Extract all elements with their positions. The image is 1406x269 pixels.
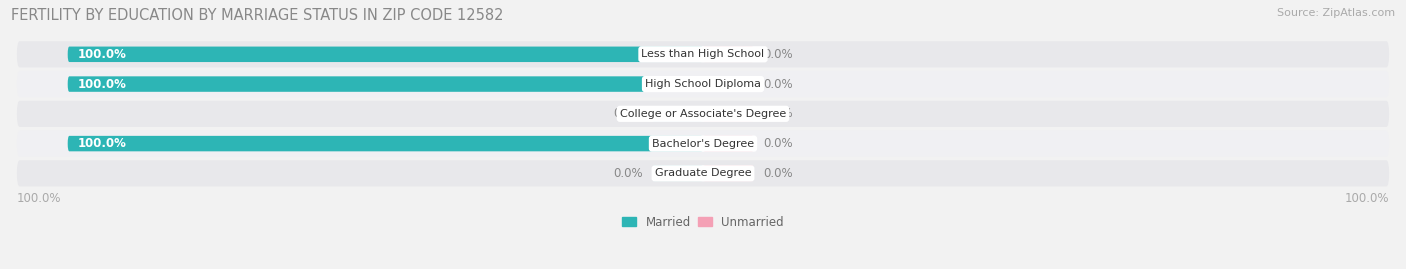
FancyBboxPatch shape: [703, 136, 754, 151]
Text: 0.0%: 0.0%: [613, 167, 643, 180]
Text: College or Associate's Degree: College or Associate's Degree: [620, 109, 786, 119]
Text: FERTILITY BY EDUCATION BY MARRIAGE STATUS IN ZIP CODE 12582: FERTILITY BY EDUCATION BY MARRIAGE STATU…: [11, 8, 503, 23]
FancyBboxPatch shape: [17, 101, 1389, 127]
Text: 100.0%: 100.0%: [1344, 192, 1389, 205]
Text: 100.0%: 100.0%: [77, 137, 127, 150]
Text: Less than High School: Less than High School: [641, 49, 765, 59]
Text: 0.0%: 0.0%: [763, 167, 793, 180]
Text: Source: ZipAtlas.com: Source: ZipAtlas.com: [1277, 8, 1395, 18]
FancyBboxPatch shape: [17, 41, 1389, 68]
Text: 0.0%: 0.0%: [763, 77, 793, 91]
Text: 0.0%: 0.0%: [613, 107, 643, 120]
Text: Bachelor's Degree: Bachelor's Degree: [652, 139, 754, 148]
FancyBboxPatch shape: [703, 76, 754, 92]
Text: 100.0%: 100.0%: [77, 77, 127, 91]
Legend: Married, Unmarried: Married, Unmarried: [621, 216, 785, 229]
Text: 0.0%: 0.0%: [763, 137, 793, 150]
Text: 100.0%: 100.0%: [77, 48, 127, 61]
Text: 100.0%: 100.0%: [17, 192, 62, 205]
FancyBboxPatch shape: [67, 47, 703, 62]
FancyBboxPatch shape: [17, 130, 1389, 157]
Text: 0.0%: 0.0%: [763, 107, 793, 120]
FancyBboxPatch shape: [703, 106, 754, 122]
FancyBboxPatch shape: [652, 106, 703, 122]
Text: High School Diploma: High School Diploma: [645, 79, 761, 89]
FancyBboxPatch shape: [67, 136, 703, 151]
Text: Graduate Degree: Graduate Degree: [655, 168, 751, 178]
FancyBboxPatch shape: [703, 47, 754, 62]
FancyBboxPatch shape: [17, 160, 1389, 186]
FancyBboxPatch shape: [652, 166, 703, 181]
FancyBboxPatch shape: [17, 71, 1389, 97]
FancyBboxPatch shape: [67, 76, 703, 92]
Text: 0.0%: 0.0%: [763, 48, 793, 61]
FancyBboxPatch shape: [703, 166, 754, 181]
